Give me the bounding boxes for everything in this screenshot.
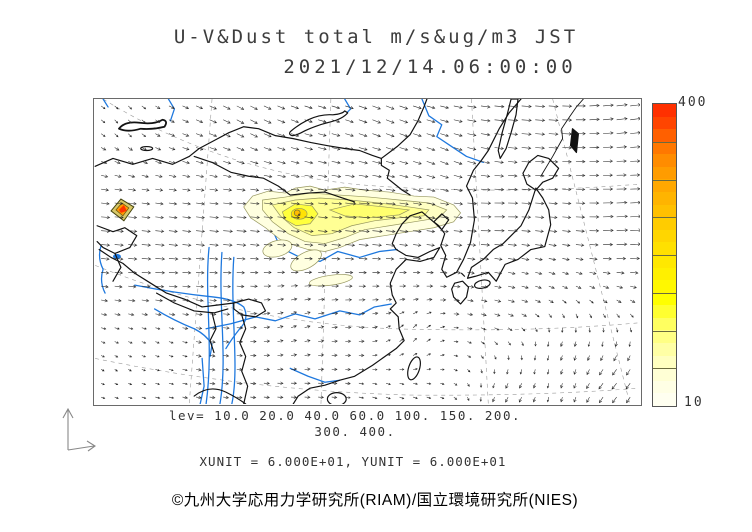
- colorbar-strip: [653, 166, 676, 180]
- axis-unit-arrows: [62, 407, 96, 452]
- dust-max-marker: [297, 213, 301, 217]
- colorbar-strip: [653, 380, 676, 394]
- colorbar-strip: [653, 116, 676, 130]
- rivers: [98, 99, 484, 404]
- coast-mainland: [292, 99, 522, 404]
- colorbar-division-line: [653, 368, 676, 370]
- dust-blob-c: [308, 274, 353, 287]
- colorbar-strip: [653, 129, 676, 142]
- colorbar-strip: [653, 330, 676, 343]
- colorbar-strip: [653, 280, 676, 293]
- graticule-lines: [95, 99, 639, 404]
- island-honshu: [466, 187, 552, 282]
- colorbar-division-line: [653, 141, 676, 143]
- colorbar-strip: [653, 254, 676, 268]
- colorbar-strip: [653, 292, 676, 306]
- colorbar-strip: [653, 154, 676, 167]
- island-shikoku: [473, 279, 491, 289]
- island-hainan: [326, 392, 347, 404]
- x-axis-arrow: [67, 440, 96, 452]
- colorbar-strip: [653, 179, 676, 193]
- colorbar-strip: [653, 204, 676, 218]
- colorbar-division-line: [653, 217, 676, 219]
- map-plot: [94, 99, 640, 404]
- colorbar-strip: [653, 141, 676, 155]
- plot-timestamp: 2021/12/14.06:00:00: [283, 56, 577, 78]
- colorbar-strip: [653, 355, 676, 369]
- dust-blob-b: [290, 249, 322, 272]
- wind-vectors: [100, 103, 640, 404]
- plot-title: U-V&Dust total m/s&ug/m3 JST: [173, 26, 579, 48]
- colorbar-strip: [653, 393, 676, 406]
- coastlines-borders: [94, 99, 584, 404]
- colorbar-strip: [653, 317, 676, 331]
- colorbar-strip: [653, 368, 676, 381]
- colorbar-strip: [653, 217, 676, 230]
- credit-text: ©九州大学応用力学研究所(RIAM)/国立環境研究所(NIES): [171, 492, 579, 509]
- colorbar-strip: [653, 305, 676, 318]
- map-frame: [93, 98, 642, 406]
- colorbar-division-line: [653, 255, 676, 256]
- colorbar-strip: [653, 342, 676, 356]
- colorbar-division-line: [653, 179, 676, 181]
- wind-arrow-glyphs: [100, 103, 640, 404]
- colorbar-max-label: 400: [678, 95, 708, 110]
- contour-levels-line2: 300. 400.: [314, 424, 396, 439]
- island-taiwan: [407, 356, 421, 381]
- colorbar: [652, 103, 677, 407]
- contour-levels-line1: lev= 10.0 20.0 40.0 60.0 100. 150. 200.: [169, 408, 521, 423]
- colorbar-strip: [653, 192, 676, 205]
- kuril-chain: [540, 99, 584, 177]
- lake-balkhash: [118, 118, 167, 132]
- colorbar-division-line: [653, 292, 676, 294]
- unit-scale-text: XUNIT = 6.000E+01, YUNIT = 6.000E+01: [199, 454, 507, 469]
- y-axis-arrow: [62, 407, 74, 450]
- colorbar-division-line: [653, 330, 676, 332]
- colorbar-strip: [653, 242, 676, 255]
- island-kyushu: [451, 280, 470, 305]
- colorbar-strip: [653, 267, 676, 281]
- lake-issykkul: [140, 145, 154, 152]
- island-hokkaido: [522, 154, 560, 191]
- lake-baikal: [289, 110, 349, 137]
- colorbar-min-label: 10: [684, 395, 704, 410]
- dust-contour-level60-east: [328, 203, 411, 219]
- colorbar-strip: [653, 229, 676, 243]
- dust-hotspot: [110, 198, 135, 222]
- colorbar-strip: [653, 104, 676, 117]
